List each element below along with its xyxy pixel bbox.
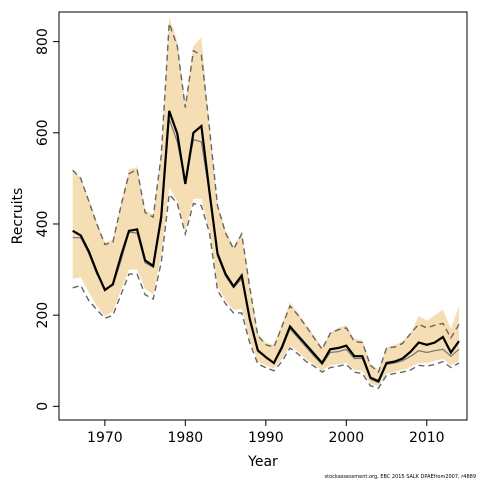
- x-tick-label: 1990: [248, 430, 284, 446]
- upper-ci-line: [72, 23, 460, 374]
- y-tick-label: 800: [35, 28, 51, 55]
- x-tick-label: 2000: [328, 430, 364, 446]
- y-axis: 0 200 400 600 800: [35, 28, 59, 411]
- series-line-layer: [72, 23, 460, 389]
- confidence-band: [72, 16, 459, 387]
- y-tick-label: 600: [35, 119, 51, 146]
- lower-ci-line: [72, 192, 460, 389]
- x-axis: 1970 1980 1990 2000 2010: [87, 420, 445, 446]
- x-tick-label: 1970: [87, 430, 123, 446]
- x-axis-label: Year: [247, 454, 278, 470]
- x-tick-label: 1980: [168, 430, 204, 446]
- y-tick-label: 0: [35, 402, 51, 411]
- y-axis-label: Recruits: [10, 188, 26, 245]
- y-tick-label: 200: [35, 302, 51, 329]
- x-tick-label: 2010: [409, 430, 445, 446]
- y-tick-label: 400: [35, 211, 51, 238]
- footnote: stockassessment.org, EBC 2015 SALK DPAEf…: [325, 474, 476, 480]
- estimate-line: [72, 110, 460, 383]
- plot-frame: [58, 11, 468, 421]
- confidence-band-layer: [72, 16, 459, 387]
